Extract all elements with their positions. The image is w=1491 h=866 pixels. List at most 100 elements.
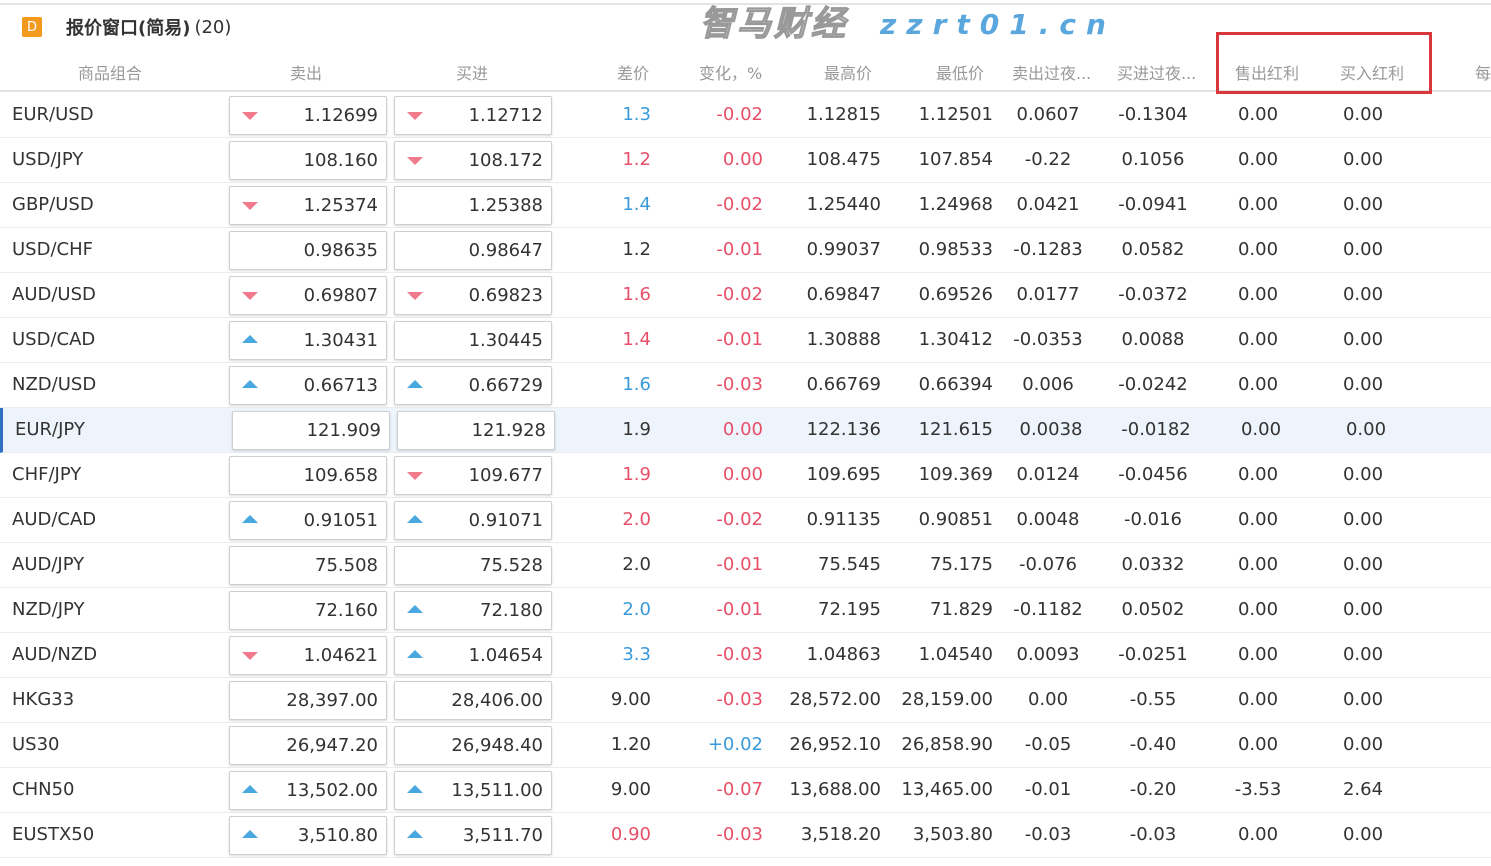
buy-price-button[interactable]: 26,948.40 xyxy=(394,726,552,765)
table-row[interactable]: EUR/JPY 121.909 121.928 1.9 0.00 122.136 121.6… xyxy=(0,408,1491,453)
symbol-name: US30 xyxy=(12,734,60,755)
symbol-name: CHF/JPY xyxy=(12,464,82,485)
buy-price: 0.66729 xyxy=(468,375,543,396)
change: -0.01 xyxy=(716,554,763,575)
table-row[interactable]: USD/CHF 0.98635 0.98647 1.2 -0.01 0.99037 0.98… xyxy=(0,228,1491,273)
table-row[interactable]: EUSTX50 3,510.80 3,511.70 0.90 -0.03 3,518.20… xyxy=(0,813,1491,858)
table-row[interactable]: HKG33 28,397.00 28,406.00 9.00 -0.03 28,572.0… xyxy=(0,678,1491,723)
sell-price-button[interactable]: 13,502.00 xyxy=(229,771,387,810)
buy-price-button[interactable]: 1.30445 xyxy=(394,321,552,360)
sell-price: 0.98635 xyxy=(303,240,378,261)
table-row[interactable]: CHN50 13,502.00 13,511.00 9.00 -0.07 13,688.0… xyxy=(0,768,1491,813)
sell-price-button[interactable]: 72.160 xyxy=(229,591,387,630)
buy-overnight: 0.1056 xyxy=(1121,149,1185,170)
table-row[interactable]: EUR/USD 1.12699 1.12712 1.3 -0.02 1.12815 1.12… xyxy=(0,93,1491,138)
buy-price: 0.91071 xyxy=(468,510,543,531)
col-high[interactable]: 最高价 xyxy=(824,64,873,83)
buy-price-button[interactable]: 0.91071 xyxy=(394,501,552,540)
sell-price: 3,510.80 xyxy=(297,825,378,846)
table-row[interactable]: AUD/NZD 1.04621 1.04654 3.3 -0.03 1.04863 1.04… xyxy=(0,633,1491,678)
table-row[interactable]: AUD/CAD 0.91051 0.91071 2.0 -0.02 0.91135 0.90… xyxy=(0,498,1491,543)
sell-price-button[interactable]: 3,510.80 xyxy=(229,816,387,855)
col-buy[interactable]: 买进 xyxy=(456,64,489,83)
buy-price-button[interactable]: 109.677 xyxy=(394,456,552,495)
sell-price-button[interactable]: 0.98635 xyxy=(229,231,387,270)
col-sell[interactable]: 卖出 xyxy=(290,64,323,83)
buy-price-button[interactable]: 1.25388 xyxy=(394,186,552,225)
arrow-up-icon xyxy=(242,785,258,793)
buy-price-button[interactable]: 0.98647 xyxy=(394,231,552,270)
sell-price: 28,397.00 xyxy=(286,690,378,711)
sell-price-button[interactable]: 0.66713 xyxy=(229,366,387,405)
col-more[interactable]: 每 xyxy=(1475,64,1491,83)
buy-price-button[interactable]: 108.172 xyxy=(394,141,552,180)
arrow-down-icon xyxy=(242,202,258,210)
low-price: 71.829 xyxy=(930,599,993,620)
buy-price-button[interactable]: 0.66729 xyxy=(394,366,552,405)
sell-price-button[interactable]: 1.25374 xyxy=(229,186,387,225)
sell-price-button[interactable]: 26,947.20 xyxy=(229,726,387,765)
spread: 1.2 xyxy=(622,149,651,170)
buy-overnight: 0.0502 xyxy=(1121,599,1185,620)
table-row[interactable]: AUD/JPY 75.508 75.528 2.0 -0.01 75.545 75.175 -… xyxy=(0,543,1491,588)
sell-price-button[interactable]: 0.91051 xyxy=(229,501,387,540)
table-row[interactable]: USD/JPY 108.160 108.172 1.2 0.00 108.475 107.8… xyxy=(0,138,1491,183)
spread: 1.4 xyxy=(622,194,651,215)
col-sell-dividend[interactable]: 售出红利 xyxy=(1235,64,1300,83)
high-price: 109.695 xyxy=(806,464,881,485)
buy-price-button[interactable]: 75.528 xyxy=(394,546,552,585)
window-count: (20) xyxy=(194,16,232,38)
buy-price-button[interactable]: 28,406.00 xyxy=(394,681,552,720)
sell-overnight: -0.1283 xyxy=(1013,239,1083,260)
sell-price-button[interactable]: 0.69807 xyxy=(229,276,387,315)
table-row[interactable]: NZD/JPY 72.160 72.180 2.0 -0.01 72.195 71.829-… xyxy=(0,588,1491,633)
buy-dividend: 0.00 xyxy=(1342,104,1384,125)
col-spread[interactable]: 差价 xyxy=(617,64,650,83)
buy-price-button[interactable]: 72.180 xyxy=(394,591,552,630)
buy-dividend: 0.00 xyxy=(1342,689,1384,710)
sell-price-button[interactable]: 1.04621 xyxy=(229,636,387,675)
sell-price-button[interactable]: 1.30431 xyxy=(229,321,387,360)
sell-price-button[interactable]: 109.658 xyxy=(229,456,387,495)
table-row[interactable]: CHF/JPY 109.658 109.677 1.9 0.00 109.695 109.3… xyxy=(0,453,1491,498)
high-price: 1.30888 xyxy=(806,329,881,350)
buy-price-button[interactable]: 1.12712 xyxy=(394,96,552,135)
arrow-down-icon xyxy=(407,112,423,120)
buy-price-button[interactable]: 121.928 xyxy=(397,411,555,450)
col-low[interactable]: 最低价 xyxy=(936,64,985,83)
col-buy-overnight[interactable]: 买进过夜... xyxy=(1117,64,1197,83)
high-price: 72.195 xyxy=(818,599,881,620)
table-row[interactable]: GBP/USD 1.25374 1.25388 1.4 -0.02 1.25440 1.24… xyxy=(0,183,1491,228)
table-row[interactable]: AUD/USD 0.69807 0.69823 1.6 -0.02 0.69847 0.69… xyxy=(0,273,1491,318)
col-buy-dividend[interactable]: 买入红利 xyxy=(1340,64,1405,83)
sell-price: 72.160 xyxy=(315,600,378,621)
sell-price-button[interactable]: 121.909 xyxy=(232,411,390,450)
table-row[interactable]: US30 26,947.20 26,948.40 1.20 +0.02 26,952.10… xyxy=(0,723,1491,768)
col-change[interactable]: 变化，% xyxy=(699,64,763,83)
symbol-name: AUD/USD xyxy=(12,284,96,305)
buy-price-button[interactable]: 13,511.00 xyxy=(394,771,552,810)
spread: 2.0 xyxy=(622,554,651,575)
buy-price-button[interactable]: 3,511.70 xyxy=(394,816,552,855)
col-symbol[interactable]: 商品组合 xyxy=(78,64,143,83)
low-price: 1.30412 xyxy=(918,329,993,350)
col-sell-overnight[interactable]: 卖出过夜... xyxy=(1012,64,1092,83)
sell-price-button[interactable]: 75.508 xyxy=(229,546,387,585)
sell-price-button[interactable]: 108.160 xyxy=(229,141,387,180)
table-row[interactable]: NZD/USD 0.66713 0.66729 1.6 -0.03 0.66769 0.66… xyxy=(0,363,1491,408)
buy-price-button[interactable]: 1.04654 xyxy=(394,636,552,675)
sell-price-button[interactable]: 28,397.00 xyxy=(229,681,387,720)
table-row[interactable]: USD/CAD 1.30431 1.30445 1.4 -0.01 1.30888 1.30… xyxy=(0,318,1491,363)
buy-price: 13,511.00 xyxy=(451,780,543,801)
sell-price-button[interactable]: 1.12699 xyxy=(229,96,387,135)
arrow-up-icon xyxy=(407,650,423,658)
buy-price: 1.25388 xyxy=(468,195,543,216)
spread: 1.6 xyxy=(622,374,651,395)
spread: 9.00 xyxy=(610,779,651,800)
buy-price-button[interactable]: 0.69823 xyxy=(394,276,552,315)
symbol-name: USD/CAD xyxy=(12,329,96,350)
buy-overnight: -0.55 xyxy=(1129,689,1177,710)
symbol-name: CHN50 xyxy=(12,779,75,800)
buy-price: 108.172 xyxy=(468,150,543,171)
symbol-name: AUD/NZD xyxy=(12,644,98,665)
